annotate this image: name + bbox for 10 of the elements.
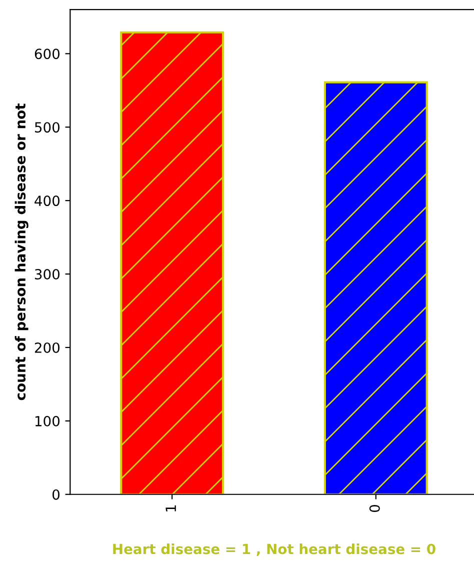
y-axis-title: count of person having disease or not: [14, 104, 28, 400]
y-tick-label: 400: [34, 196, 60, 206]
x-axis-title: Heart disease = 1 , Not heart disease = 0: [113, 543, 436, 556]
y-tick-label: 100: [35, 416, 60, 426]
y-tick-label: 0: [52, 489, 60, 500]
y-tick-label: 200: [34, 342, 60, 353]
y-tick-label: 500: [34, 122, 60, 133]
y-tick-label: 600: [34, 48, 60, 60]
x-tick-label: 1: [166, 505, 176, 512]
y-tick-label: 300: [34, 268, 60, 280]
